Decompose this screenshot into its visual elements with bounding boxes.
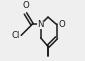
Text: O: O	[22, 1, 29, 10]
Text: O: O	[58, 20, 65, 29]
Text: Cl: Cl	[12, 31, 20, 40]
Text: N: N	[37, 20, 44, 29]
